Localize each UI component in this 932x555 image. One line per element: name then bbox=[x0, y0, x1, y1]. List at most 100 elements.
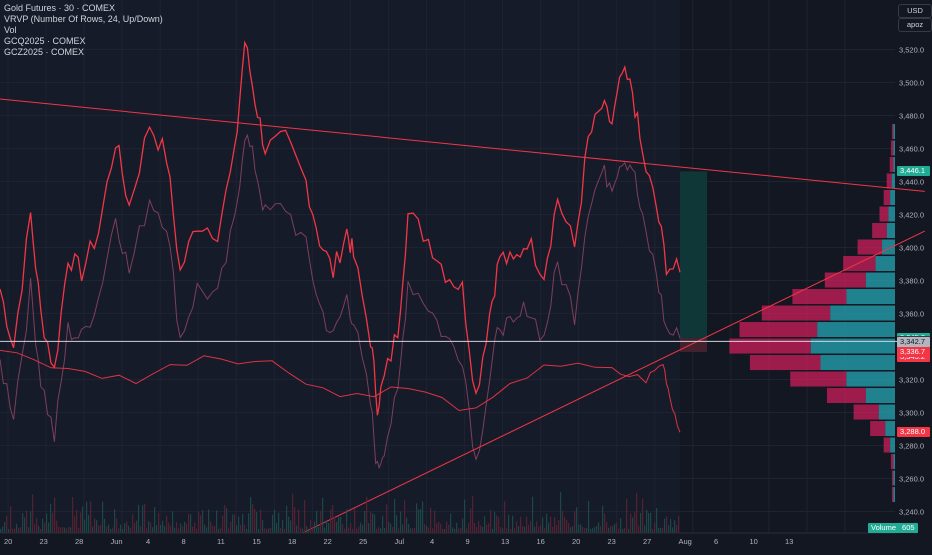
y-tick-label: 3,240.0 bbox=[899, 508, 924, 517]
volume-bar bbox=[516, 521, 517, 533]
volume-bar bbox=[246, 529, 247, 533]
volume-bar bbox=[372, 513, 373, 533]
volume-bar bbox=[666, 517, 667, 533]
volume-profile-up bbox=[885, 421, 895, 436]
volume-bar bbox=[366, 497, 367, 533]
volume-bar bbox=[198, 512, 199, 533]
legend-symbol[interactable]: Gold Futures · 30 · COMEX bbox=[4, 3, 163, 14]
volume-bar bbox=[58, 527, 59, 533]
y-tick-label: 3,360.0 bbox=[899, 310, 924, 319]
volume-profile-down bbox=[858, 240, 882, 255]
volume-profile-down bbox=[827, 388, 866, 403]
volume-bar bbox=[86, 502, 87, 533]
volume-bar bbox=[178, 529, 179, 533]
volume-bar bbox=[12, 529, 13, 533]
volume-bar bbox=[44, 523, 45, 533]
volume-bar bbox=[610, 526, 611, 533]
volume-bar bbox=[478, 521, 479, 533]
volume-bar bbox=[148, 521, 149, 533]
legend-vrvp[interactable]: VRVP (Number Of Rows, 24, Up/Down) bbox=[4, 14, 163, 25]
volume-bar bbox=[292, 494, 293, 533]
volume-bar bbox=[358, 527, 359, 533]
volume-bar bbox=[154, 507, 155, 533]
volume-bar bbox=[238, 516, 239, 533]
currency-button[interactable]: USD bbox=[898, 4, 932, 18]
volume-bar bbox=[336, 522, 337, 533]
x-tick-label: 4 bbox=[430, 537, 434, 546]
volume-bar bbox=[556, 525, 557, 533]
volume-bar bbox=[608, 528, 609, 533]
volume-bar bbox=[276, 523, 277, 533]
volume-bar bbox=[296, 526, 297, 533]
volume-bar bbox=[458, 529, 459, 533]
volume-bar bbox=[570, 527, 571, 533]
volume-bar bbox=[334, 517, 335, 533]
x-tick-label: 13 bbox=[501, 537, 509, 546]
y-tick-label: 3,380.0 bbox=[899, 277, 924, 286]
volume-bar bbox=[252, 504, 253, 533]
volume-bar bbox=[114, 509, 115, 533]
volume-bar bbox=[600, 526, 601, 533]
volume-bar bbox=[156, 525, 157, 533]
volume-bar bbox=[602, 506, 603, 533]
volume-bar bbox=[476, 527, 477, 533]
volume-bar bbox=[158, 513, 159, 533]
volume-profile-down bbox=[884, 438, 890, 453]
volume-bar bbox=[508, 515, 509, 533]
volume-profile-up bbox=[893, 141, 895, 156]
volume-profile-up bbox=[817, 322, 895, 337]
volume-bar bbox=[170, 526, 171, 533]
volume-bar bbox=[384, 528, 385, 533]
volume-bar bbox=[214, 526, 215, 533]
legend-vol[interactable]: Vol bbox=[4, 25, 163, 36]
volume-profile-up bbox=[879, 405, 895, 420]
volume-bar bbox=[396, 515, 397, 533]
volume-bar bbox=[332, 505, 333, 533]
volume-bar bbox=[454, 529, 455, 533]
volume-profile-up bbox=[889, 207, 895, 222]
volume-bar bbox=[136, 521, 137, 533]
volume-bar bbox=[138, 505, 139, 533]
volume-tag-label: Volume bbox=[871, 523, 896, 532]
volume-profile-up bbox=[811, 339, 895, 354]
volume-bar bbox=[658, 528, 659, 533]
volume-bar bbox=[626, 499, 627, 533]
volume-bar bbox=[590, 529, 591, 533]
volume-bar bbox=[472, 496, 473, 533]
volume-bar bbox=[534, 527, 535, 533]
volume-bar bbox=[254, 509, 255, 533]
volume-bar bbox=[616, 523, 617, 533]
volume-bar bbox=[310, 520, 311, 533]
legend-compare-2[interactable]: GCZ2025 · COMEX bbox=[4, 47, 163, 58]
volume-bar bbox=[388, 522, 389, 533]
volume-bar bbox=[496, 515, 497, 533]
volume-bar bbox=[564, 517, 565, 533]
volume-bar bbox=[76, 510, 77, 533]
volume-bar bbox=[558, 520, 559, 533]
volume-bar bbox=[584, 528, 585, 533]
scale-mode-button[interactable]: apoz bbox=[898, 18, 932, 32]
volume-bar bbox=[386, 504, 387, 533]
volume-bar bbox=[474, 523, 475, 533]
volume-bar bbox=[8, 529, 9, 533]
volume-bar bbox=[188, 514, 189, 533]
volume-bar bbox=[118, 528, 119, 533]
time-axis bbox=[0, 533, 895, 550]
volume-bar bbox=[576, 507, 577, 533]
x-tick-label: 6 bbox=[714, 537, 718, 546]
legend-compare-1[interactable]: GCQ2025 · COMEX bbox=[4, 36, 163, 47]
volume-profile-down bbox=[887, 174, 892, 189]
volume-bar bbox=[612, 526, 613, 533]
volume-bar bbox=[98, 525, 99, 533]
volume-bar bbox=[320, 511, 321, 533]
volume-bar bbox=[220, 528, 221, 533]
volume-profile-up bbox=[893, 157, 895, 172]
volume-bar bbox=[2, 527, 3, 533]
volume-bar bbox=[676, 525, 677, 533]
volume-bar bbox=[128, 526, 129, 533]
volume-bar bbox=[428, 528, 429, 533]
volume-bar bbox=[318, 527, 319, 533]
volume-bar bbox=[272, 515, 273, 533]
